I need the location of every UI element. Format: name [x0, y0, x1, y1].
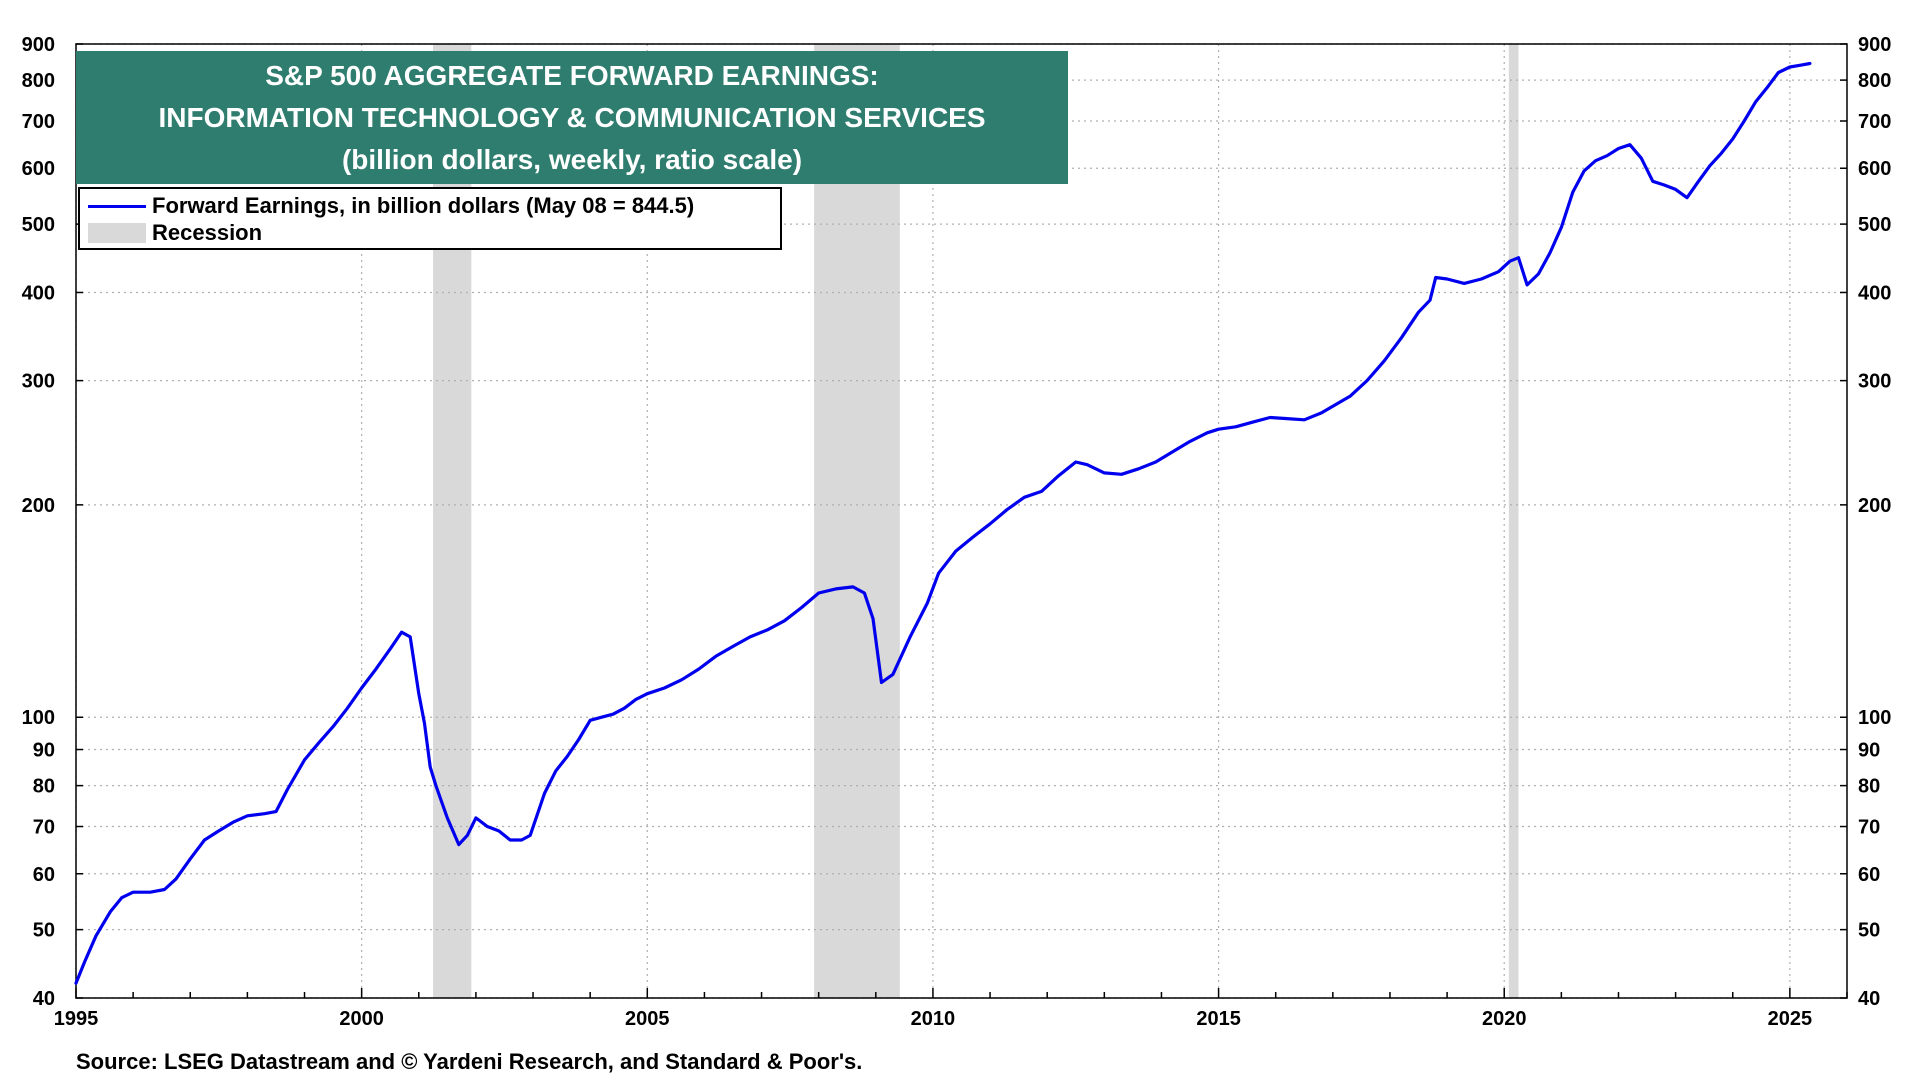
y-tick-label-right-8: 300 — [1858, 371, 1891, 393]
y-tick-label-right-12: 700 — [1858, 111, 1891, 133]
y-tick-label-left-4: 80 — [33, 776, 55, 798]
x-tick-label-3: 2010 — [911, 1008, 956, 1030]
legend-swatch-recession — [88, 223, 146, 243]
x-tick-label-6: 2025 — [1768, 1008, 1813, 1030]
legend-label-forward-earnings: Forward Earnings, in billion dollars (Ma… — [152, 193, 695, 218]
y-tick-label-right-1: 50 — [1858, 920, 1880, 942]
y-axis-right: 40 50 60 70 80 90 100 200 300 400 500 600 700 800 900 — [1840, 34, 1891, 1010]
y-tick-label-left-12: 700 — [22, 111, 55, 133]
chart-title: S&P 500 AGGREGATE FORWARD EARNINGS: INFO… — [76, 51, 1068, 184]
legend-item-forward-earnings: Forward Earnings, in billion dollars (Ma… — [88, 193, 694, 219]
y-tick-label-right-4: 80 — [1858, 776, 1880, 798]
y-tick-label-right-11: 600 — [1858, 158, 1891, 180]
recession-band-2 — [1508, 44, 1519, 998]
chart-subtitle: (billion dollars, weekly, ratio scale) — [341, 144, 803, 175]
x-tick-label-5: 2020 — [1482, 1008, 1527, 1030]
x-tick-label-2: 2005 — [625, 1008, 670, 1030]
x-tick-label-4: 2015 — [1196, 1008, 1241, 1030]
legend-item-recession: Recession — [88, 220, 262, 246]
y-tick-label-right-10: 500 — [1858, 214, 1891, 236]
chart-title-line-2: INFORMATION TECHNOLOGY & COMMUNICATION S… — [158, 102, 986, 133]
y-tick-label-left-2: 60 — [33, 864, 55, 886]
y-tick-label-left-7: 200 — [22, 495, 55, 517]
x-axis: 1995 2000 2005 2010 2015 2020 2025 — [54, 988, 1848, 1030]
y-tick-label-right-9: 400 — [1858, 282, 1891, 304]
y-tick-label-right-2: 60 — [1858, 864, 1880, 886]
legend: Forward Earnings, in billion dollars (Ma… — [78, 187, 782, 250]
y-tick-label-left-13: 800 — [22, 70, 55, 92]
y-tick-label-left-0: 40 — [33, 988, 55, 1010]
y-tick-label-left-1: 50 — [33, 920, 55, 942]
legend-label-recession: Recession — [152, 220, 263, 245]
y-tick-label-right-13: 800 — [1858, 70, 1891, 92]
y-tick-label-left-10: 500 — [22, 214, 55, 236]
legend-swatch-line — [88, 204, 146, 208]
chart-title-line-1: S&P 500 AGGREGATE FORWARD EARNINGS: — [265, 60, 879, 91]
y-tick-label-right-3: 70 — [1858, 817, 1880, 839]
series-line-forward-earnings — [74, 61, 1812, 985]
y-tick-label-left-14: 900 — [22, 34, 55, 56]
recession-band-1 — [814, 44, 900, 998]
plot-frame — [75, 43, 1848, 999]
x-tick-label-0: 1995 — [54, 1008, 99, 1030]
y-tick-label-right-0: 40 — [1858, 988, 1880, 1010]
y-tick-label-left-6: 100 — [22, 707, 55, 729]
y-tick-label-left-9: 400 — [22, 282, 55, 304]
y-tick-label-right-7: 200 — [1858, 495, 1891, 517]
y-tick-label-right-6: 100 — [1858, 707, 1891, 729]
source-note: Source: LSEG Datastream and © Yardeni Re… — [76, 1049, 863, 1074]
y-tick-label-left-8: 300 — [22, 371, 55, 393]
y-tick-label-left-5: 90 — [33, 740, 55, 762]
y-axis-left: 40 50 60 70 80 90 100 200 300 400 500 600 700 800 900 — [22, 34, 83, 1010]
y-tick-label-left-11: 600 — [22, 158, 55, 180]
y-tick-label-right-5: 90 — [1858, 740, 1880, 762]
y-tick-label-left-3: 70 — [33, 817, 55, 839]
y-tick-label-right-14: 900 — [1858, 34, 1891, 56]
x-tick-label-1: 2000 — [339, 1008, 384, 1030]
